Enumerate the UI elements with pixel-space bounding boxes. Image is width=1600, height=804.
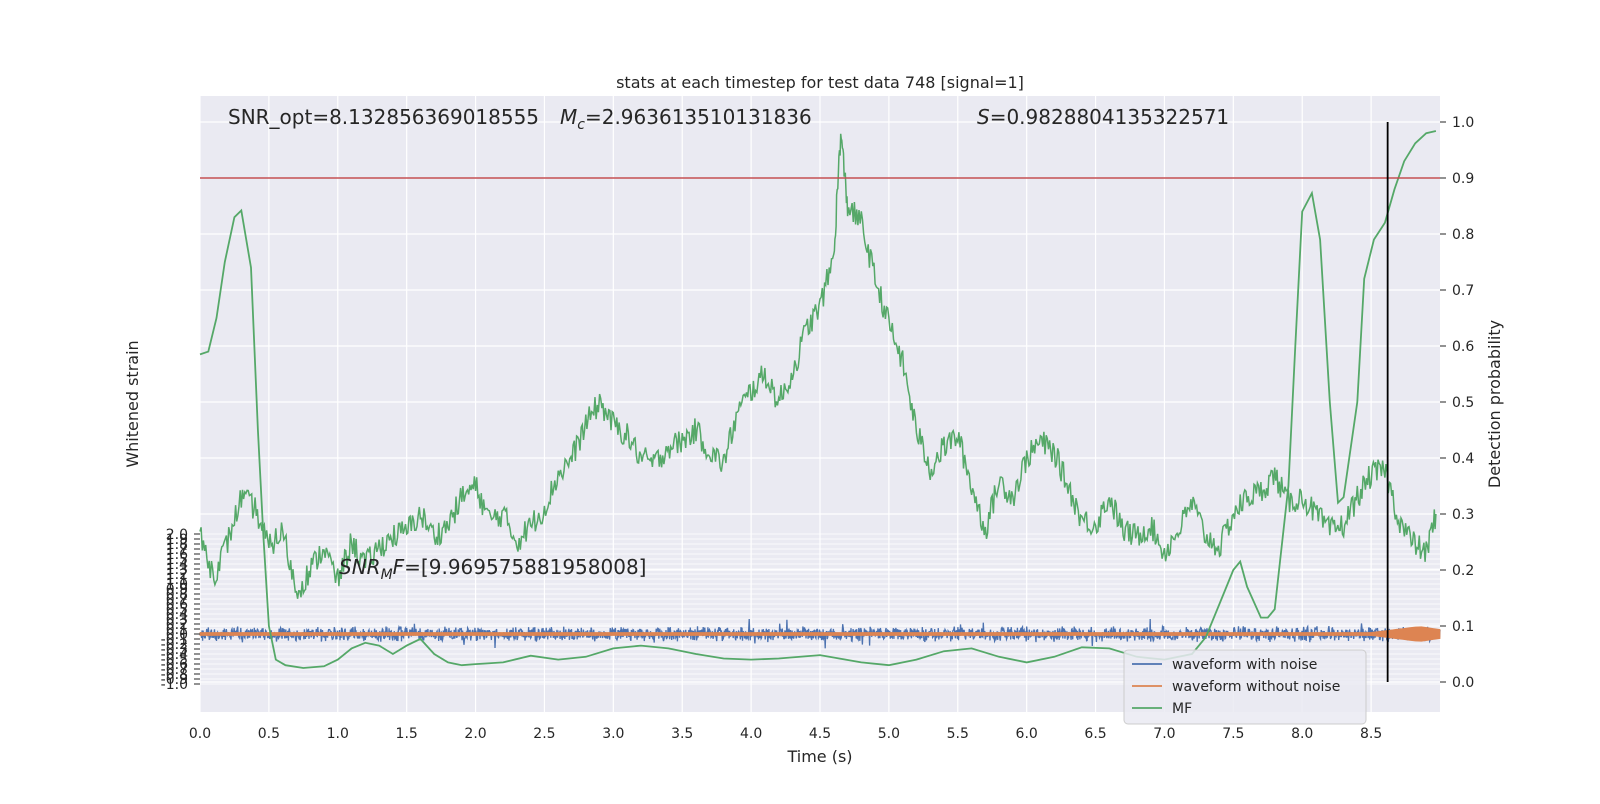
chart-title: stats at each timestep for test data 748… — [616, 73, 1024, 92]
left-tick-label: 0.3 — [166, 612, 188, 628]
x-tick-label: 6.5 — [1084, 726, 1106, 742]
x-tick-label: 5.0 — [878, 726, 900, 742]
x-tick-label: 2.0 — [464, 726, 486, 742]
left-tick-label: 1.3 — [166, 562, 188, 578]
x-tick-label: 5.5 — [947, 726, 969, 742]
x-tick-label: 7.5 — [1222, 726, 1244, 742]
right-tick-label: 0.3 — [1452, 507, 1474, 523]
left-tick-label: 0.4 — [166, 607, 188, 623]
grid — [199, 96, 1440, 712]
left-tick-label: 1.2 — [166, 567, 188, 583]
right-tick-label: 0.0 — [1452, 675, 1474, 691]
right-tick-label: 0.8 — [1452, 227, 1474, 243]
right-tick-label: 0.9 — [1452, 171, 1474, 187]
left-tick-label: -0.4 — [161, 647, 188, 663]
left-tick-label: 2.0 — [166, 527, 188, 543]
right-tick-label: 0.2 — [1452, 563, 1474, 579]
left-tick-label: 1.6 — [166, 547, 188, 563]
right-tick-label: 0.4 — [1452, 451, 1474, 467]
left-tick-label: 0.8 — [166, 587, 188, 603]
left-tick-label: 1.1 — [166, 572, 188, 588]
left-tick-label: -0.7 — [161, 662, 188, 678]
right-tick-label: 0.7 — [1452, 283, 1474, 299]
series-waveform-without-noise — [199, 626, 1441, 642]
left-tick-label: 1.9 — [166, 532, 188, 548]
left-tick-label: -0.8 — [161, 667, 188, 683]
right-tick-label: 0.1 — [1452, 619, 1474, 635]
left-tick-label: 1.0 — [166, 577, 188, 593]
left-tick-label: 0.1 — [166, 622, 188, 638]
y-axis-label-right: Detection probability — [1485, 320, 1504, 488]
left-tick-label: -0.1 — [161, 632, 188, 648]
annotation-s: S=0.9828804135322571 — [977, 105, 1229, 129]
left-tick-label: 1.7 — [166, 542, 188, 558]
x-tick-label: 0.0 — [189, 726, 211, 742]
left-tick-label: -0.2 — [161, 637, 188, 653]
x-tick-label: 2.5 — [533, 726, 555, 742]
left-tick-label: -0.3 — [161, 642, 188, 658]
left-tick-label: 1.8 — [166, 537, 188, 553]
y-axis-label-left: Whitened strain — [123, 340, 142, 467]
x-tick-label: 1.0 — [327, 726, 349, 742]
x-tick-label: 4.0 — [740, 726, 762, 742]
x-tick-label: 3.0 — [602, 726, 624, 742]
left-tick-label: 0.2 — [166, 617, 188, 633]
series-detection-probability — [199, 133, 1437, 599]
left-tick-label: 1.5 — [166, 552, 188, 568]
axes: 0.0 0.5 1.0 1.5 2.0 2.5 3.0 3.5 4.0 4.5 5.0 5.5 6.0 6… — [161, 115, 1475, 742]
left-tick-label: 0.7 — [166, 592, 188, 608]
x-tick-label: 6.0 — [1016, 726, 1038, 742]
x-axis-label: Time (s) — [786, 747, 852, 766]
legend: waveform with noise waveform without noi… — [1123, 649, 1367, 725]
legend-label-mf: MF — [1172, 701, 1192, 717]
x-tick-label: 8.5 — [1360, 726, 1382, 742]
left-tick-label: -0.6 — [161, 657, 188, 673]
annotation-snr-opt: SNR_opt=8.132856369018555 — [228, 105, 539, 129]
x-tick-label: 8.0 — [1291, 726, 1313, 742]
right-tick-label: 0.5 — [1452, 395, 1474, 411]
left-tick-label: 0.6 — [166, 597, 188, 613]
right-tick-label: 1.0 — [1452, 115, 1474, 131]
right-tick-label: 0.6 — [1452, 339, 1474, 355]
series-layer — [199, 122, 1441, 682]
x-tick-label: 4.5 — [809, 726, 831, 742]
left-tick-label: 1.4 — [166, 557, 188, 573]
left-tick-label: 0.9 — [166, 582, 188, 598]
legend-box — [1123, 649, 1367, 725]
left-tick-label: -1.0 — [161, 677, 188, 693]
legend-label-clean: waveform without noise — [1172, 679, 1340, 695]
legend-label-noise: waveform with noise — [1172, 657, 1317, 673]
annotation-snr-mf: SNRMF=[9.969575881958008] — [339, 555, 647, 583]
left-tick-label: -0.9 — [161, 672, 188, 688]
left-tick-label: -0.5 — [161, 652, 188, 668]
annotation-mc: Mc=2.963613510131836 — [560, 105, 812, 133]
series-mf — [199, 130, 1437, 669]
x-tick-label: 3.5 — [671, 726, 693, 742]
x-tick-label: 0.5 — [258, 726, 280, 742]
left-tick-label: 0.0 — [166, 627, 188, 643]
x-tick-label: 7.0 — [1153, 726, 1175, 742]
left-tick-label: 0.5 — [166, 602, 188, 618]
x-tick-label: 1.5 — [396, 726, 418, 742]
